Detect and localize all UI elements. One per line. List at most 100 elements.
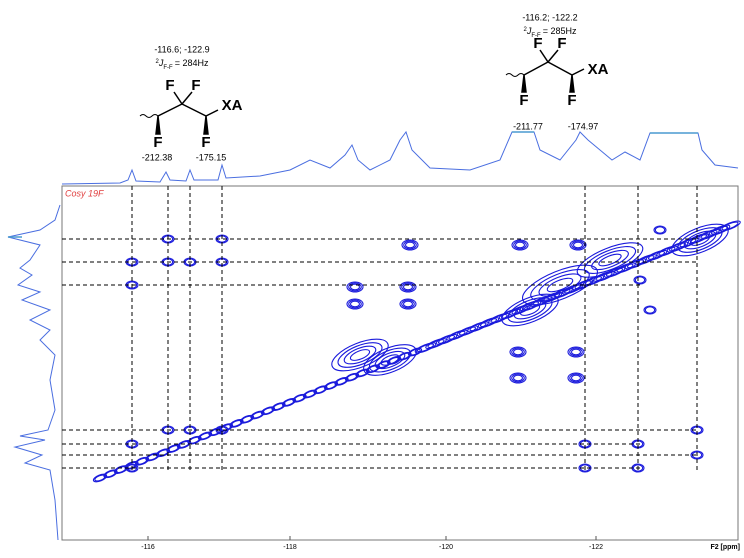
contour	[509, 346, 527, 358]
coupling-symbol: J	[526, 26, 532, 36]
contour	[626, 259, 645, 269]
contour	[647, 250, 666, 260]
contour	[632, 464, 644, 472]
contour	[208, 427, 223, 437]
atom-label: F	[567, 92, 576, 109]
contour	[437, 334, 456, 344]
contour	[654, 226, 666, 234]
contour	[658, 246, 676, 256]
x-tick-label: -116	[141, 544, 155, 551]
coupling-value: = 284Hz	[175, 58, 209, 68]
contour	[598, 253, 622, 267]
contour	[572, 241, 584, 249]
contour	[401, 299, 415, 309]
shift-values: -116.6; -122.9	[154, 44, 209, 54]
contour	[653, 225, 667, 235]
atom-label: F	[533, 35, 542, 52]
contour	[595, 271, 613, 281]
contour	[346, 298, 364, 310]
contour	[166, 444, 181, 453]
contour	[519, 304, 541, 316]
contour	[134, 456, 150, 466]
guide-lines	[62, 186, 698, 470]
contour	[313, 385, 328, 395]
contour	[368, 347, 412, 373]
plot-frame	[61, 185, 739, 541]
coupling-constant: 2JF-F = 284Hz	[156, 58, 209, 70]
contour	[576, 242, 644, 278]
contour	[677, 227, 723, 253]
left-projection	[7, 204, 61, 541]
contour	[507, 297, 553, 323]
contour	[635, 254, 657, 266]
contour	[567, 372, 585, 384]
contour	[683, 230, 717, 250]
x-tick-label: -122	[589, 544, 603, 551]
contour	[567, 346, 585, 358]
x-tick-label: -118	[283, 544, 297, 551]
atom-label: XA	[222, 97, 243, 114]
contour	[511, 239, 529, 251]
contour	[512, 348, 524, 356]
atom-label: F	[519, 92, 528, 109]
contour	[574, 280, 592, 290]
contour	[386, 356, 402, 365]
contour	[671, 223, 729, 257]
contour	[719, 220, 741, 232]
contour	[708, 224, 731, 236]
shift-values: -116.2; -122.2	[522, 12, 577, 22]
contour	[239, 414, 255, 424]
contour	[348, 282, 362, 292]
contour	[448, 330, 466, 340]
contour	[479, 318, 498, 328]
contour	[458, 326, 477, 336]
contour	[645, 249, 668, 261]
coupling-sup: 2	[156, 59, 160, 65]
contour	[271, 402, 286, 411]
contour	[605, 267, 624, 277]
coupling-sup: 2	[524, 27, 528, 33]
contour	[501, 293, 559, 327]
top-projection	[61, 130, 739, 185]
contour	[546, 277, 574, 293]
atom-label: F	[153, 134, 162, 151]
x-axis-unit: F2 [ppm]	[710, 544, 740, 551]
contour	[689, 234, 711, 246]
contour	[337, 342, 383, 368]
contour	[260, 406, 276, 416]
contour	[584, 276, 603, 286]
contour	[334, 377, 349, 386]
contour	[633, 275, 647, 285]
contour	[399, 298, 417, 310]
contour	[229, 419, 244, 428]
contour	[302, 389, 318, 399]
contour	[103, 469, 118, 479]
contour	[187, 435, 202, 445]
contour	[363, 344, 417, 376]
peak-label: -211.77	[513, 121, 543, 131]
contour	[92, 473, 108, 483]
contour	[435, 333, 458, 345]
contour	[355, 368, 370, 378]
contour	[349, 283, 361, 291]
contour	[403, 240, 417, 250]
contour	[656, 245, 678, 257]
contour	[197, 431, 213, 441]
coupling-constant: 2JF-F = 285Hz	[524, 26, 577, 38]
contour	[292, 393, 307, 403]
contour	[348, 299, 362, 309]
contour	[401, 282, 415, 292]
coupling-symbol: J	[158, 58, 164, 68]
contour	[467, 321, 489, 333]
atom-label: F	[557, 35, 566, 52]
contour	[616, 263, 634, 273]
contour	[570, 374, 582, 382]
contour	[456, 325, 479, 337]
contour	[349, 300, 361, 308]
contour	[569, 347, 583, 357]
contour	[414, 342, 437, 354]
contour	[404, 241, 416, 249]
contour	[570, 348, 582, 356]
coupling-value: = 285Hz	[543, 26, 577, 36]
contour	[344, 372, 360, 382]
